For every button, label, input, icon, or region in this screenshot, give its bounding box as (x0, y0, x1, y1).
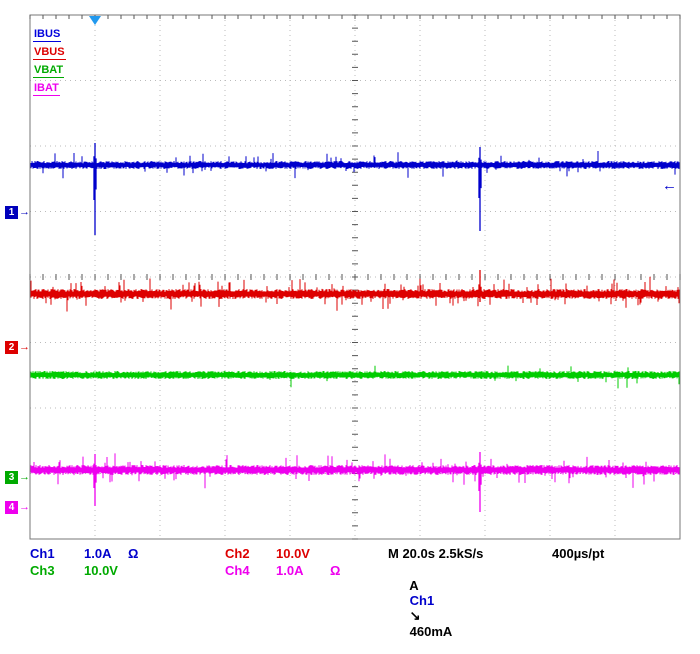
resolution-readout: 400µs/pt (552, 546, 605, 561)
channel1-ref-number: 1 (5, 206, 18, 219)
channel-label-vbat: VBAT (33, 64, 65, 78)
channel2-ref-number: 2 (5, 341, 18, 354)
channel-label-ibus: IBUS (33, 28, 62, 42)
ch2-label: Ch2 (225, 546, 250, 561)
channel-label-vbus: VBUS (33, 46, 66, 60)
waveform-display (29, 14, 681, 540)
trigger-mode: A (409, 578, 419, 593)
trigger-level: 460mA (409, 624, 453, 639)
channel4-ref-arrow-icon: → (19, 501, 30, 513)
channel2-ref-marker[interactable]: 2 → (5, 341, 30, 354)
channel3-ref-number: 3 (5, 471, 18, 484)
channel4-ref-number: 4 (5, 501, 18, 514)
trigger-source: Ch1 (409, 593, 435, 608)
ch4-label: Ch4 (225, 563, 250, 578)
trigger-readout: A Ch1 ↘ 460mA (388, 563, 458, 654)
trigger-level-arrow-icon: ← (662, 177, 677, 194)
channel3-ref-arrow-icon: → (19, 471, 30, 483)
channel4-ref-marker[interactable]: 4 → (5, 501, 30, 514)
ch1-scale: 1.0A (84, 546, 112, 561)
ch1-label: Ch1 (30, 546, 55, 561)
oscilloscope-screen: IBUS VBUS VBAT IBAT ← 1 → 2 → 3 → 4 → Ch… (0, 14, 700, 639)
timebase-readout: M 20.0s 2.5kS/s (388, 546, 484, 561)
readout-row-2: Ch3 10.0V Ch4 1.0A Ω A Ch1 ↘ 460mA (0, 563, 700, 639)
channel-label-ibat: IBAT (33, 82, 60, 96)
ch1-coupling-icon: Ω (128, 546, 139, 561)
ch4-scale: 1.0A (276, 563, 304, 578)
ch3-scale: 10.0V (84, 563, 118, 578)
channel1-ref-arrow-icon: → (19, 206, 30, 218)
channel3-ref-marker[interactable]: 3 → (5, 471, 30, 484)
trigger-position-icon[interactable] (89, 16, 101, 25)
ch4-coupling-icon: Ω (330, 563, 341, 578)
ch2-scale: 10.0V (276, 546, 310, 561)
channel2-ref-arrow-icon: → (19, 341, 30, 353)
readout-row-1: Ch1 1.0A Ω Ch2 10.0V M 20.0s 2.5kS/s 400… (0, 546, 700, 562)
trigger-slope-icon: ↘ (409, 608, 421, 623)
channel1-ref-marker[interactable]: 1 → (5, 206, 30, 219)
ch3-label: Ch3 (30, 563, 55, 578)
